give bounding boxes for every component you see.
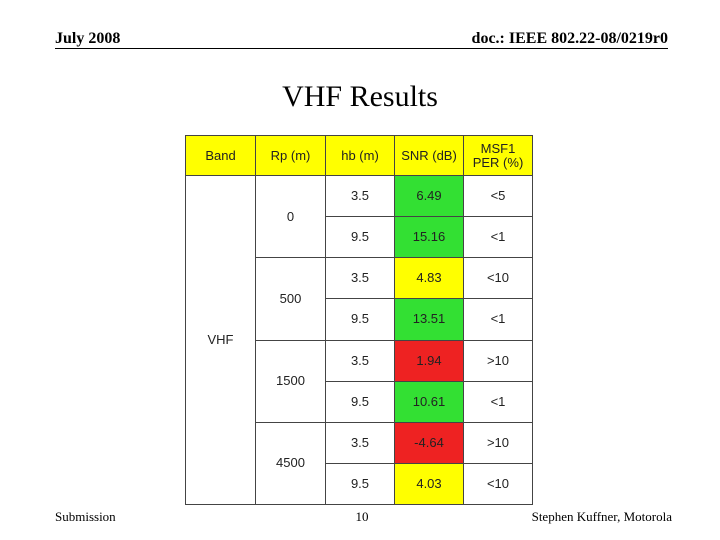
hb-cell: 3.5 bbox=[325, 421, 395, 464]
snr-cell: -4.64 bbox=[394, 421, 464, 464]
rp-cell: 0 bbox=[255, 175, 326, 259]
snr-cell: 4.83 bbox=[394, 257, 464, 300]
footer-right: Stephen Kuffner, Motorola bbox=[531, 509, 672, 524]
per-cell: >10 bbox=[463, 421, 533, 464]
per-cell: <1 bbox=[463, 298, 533, 341]
page-number: 10 bbox=[355, 509, 369, 524]
rp-cell: 4500 bbox=[255, 421, 326, 505]
header-date: July 2008 bbox=[55, 30, 121, 47]
column-header: MSF1 PER (%) bbox=[463, 135, 533, 176]
per-cell: <10 bbox=[463, 462, 533, 505]
per-cell: <1 bbox=[463, 216, 533, 259]
snr-cell: 1.94 bbox=[394, 339, 464, 382]
hb-cell: 9.5 bbox=[325, 298, 395, 341]
footer-left: Submission bbox=[55, 509, 116, 524]
snr-cell: 10.61 bbox=[394, 380, 464, 423]
rp-cell: 1500 bbox=[255, 339, 326, 423]
per-cell: <5 bbox=[463, 175, 533, 218]
snr-cell: 15.16 bbox=[394, 216, 464, 259]
per-cell: <1 bbox=[463, 380, 533, 423]
column-header: Band bbox=[185, 135, 256, 176]
per-cell: >10 bbox=[463, 339, 533, 382]
snr-cell: 13.51 bbox=[394, 298, 464, 341]
column-header: Rp (m) bbox=[255, 135, 326, 176]
rp-cell: 500 bbox=[255, 257, 326, 341]
column-header: SNR (dB) bbox=[394, 135, 464, 176]
band-cell: VHF bbox=[185, 175, 256, 505]
hb-cell: 9.5 bbox=[325, 216, 395, 259]
per-cell: <10 bbox=[463, 257, 533, 300]
hb-cell: 3.5 bbox=[325, 257, 395, 300]
slide-title: VHF Results bbox=[282, 80, 438, 113]
hb-cell: 9.5 bbox=[325, 380, 395, 423]
hb-cell: 3.5 bbox=[325, 339, 395, 382]
snr-cell: 6.49 bbox=[394, 175, 464, 218]
snr-cell: 4.03 bbox=[394, 462, 464, 505]
header-doc: doc.: IEEE 802.22-08/0219r0 bbox=[471, 30, 668, 47]
header-rule bbox=[55, 48, 668, 49]
hb-cell: 3.5 bbox=[325, 175, 395, 218]
hb-cell: 9.5 bbox=[325, 462, 395, 505]
column-header: hb (m) bbox=[325, 135, 395, 176]
